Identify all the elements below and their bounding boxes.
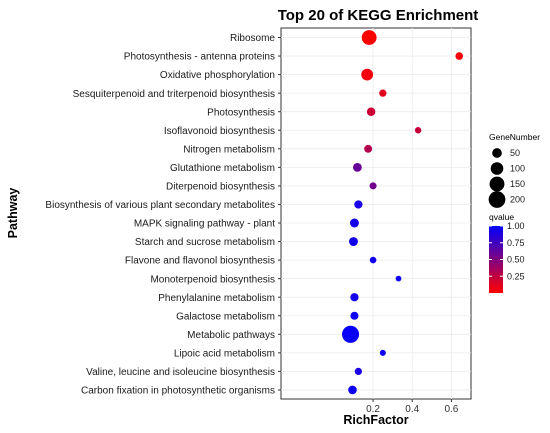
pathway-label: Monoterpenoid biosynthesis — [150, 274, 275, 285]
size-legend-title: GeneNumber — [489, 132, 540, 142]
plot-border — [280, 27, 472, 400]
pathway-label: Glutathione metabolism — [170, 163, 275, 174]
gene-number-legend: GeneNumber 50 100 150 200 — [488, 132, 540, 208]
x-axis-title: RichFactor — [343, 413, 408, 427]
data-point — [354, 367, 363, 376]
pathway-label: Nitrogen metabolism — [183, 144, 275, 155]
data-point — [353, 162, 362, 172]
pathway-label: Ribosome — [230, 33, 275, 44]
pathway-label: Metabolic pathways — [187, 330, 275, 341]
data-point — [395, 275, 402, 282]
pathway-label: Diterpenoid biosynthesis — [166, 182, 275, 193]
size-legend-label: 150 — [510, 179, 525, 189]
x-tick-label: 0.6 — [444, 404, 458, 415]
x-tick-label: 0.2 — [366, 404, 380, 415]
size-legend-dot — [488, 191, 506, 208]
pathway-label: Phenylalanine metabolism — [158, 293, 275, 304]
data-point — [369, 182, 377, 190]
data-point — [369, 256, 377, 264]
qvalue-legend: qvalue 1.00 0.75 0.50 0.25 — [489, 212, 525, 293]
plot-panel — [280, 27, 472, 400]
pathway-label: Isoflavonoid biosynthesis — [164, 126, 275, 137]
pathway-label: Lipoic acid metabolism — [174, 348, 275, 359]
data-point — [379, 349, 386, 356]
size-legend-label: 200 — [510, 195, 525, 205]
data-point — [366, 107, 376, 116]
size-legend-dot — [492, 148, 502, 158]
data-point — [379, 89, 387, 97]
qvalue-colorbar — [489, 226, 503, 293]
pathway-label: Biosynthesis of various plant secondary … — [45, 200, 275, 211]
color-legend-title: qvalue — [489, 212, 514, 222]
data-point — [354, 200, 363, 209]
y-axis-title: Pathway — [6, 188, 20, 239]
pathway-label: Carbon fixation in photosynthetic organi… — [81, 386, 275, 397]
size-legend-label: 100 — [510, 164, 525, 174]
pathway-label: Galactose metabolism — [176, 311, 275, 322]
data-point — [349, 218, 359, 228]
pathway-label: MAPK signaling pathway - plant — [134, 219, 275, 230]
y-axis-labels: Ribosome Photosynthesis - antenna protein… — [45, 33, 281, 397]
size-legend-label: 50 — [510, 148, 520, 158]
chart-title: Top 20 of KEGG Enrichment — [278, 7, 479, 24]
pathway-label: Starch and sucrose metabolism — [135, 237, 275, 248]
data-point — [361, 68, 374, 81]
data-point — [349, 237, 358, 247]
colorbar-label: 0.50 — [507, 255, 525, 265]
x-tick-label: 0.4 — [405, 404, 419, 415]
pathway-label: Oxidative phosphorylation — [160, 70, 275, 81]
data-point — [348, 385, 357, 395]
data-point — [414, 127, 422, 134]
data-point — [341, 325, 360, 343]
data-point — [364, 144, 373, 153]
data-points — [341, 30, 464, 395]
colorbar-label: 0.25 — [507, 271, 525, 281]
data-point — [350, 293, 359, 302]
pathway-label: Sesquiterpenoid and triterpenoid biosynt… — [73, 89, 275, 100]
x-axis-ticks: 0.2 0.4 0.6 — [366, 399, 459, 415]
pathway-label: Flavone and flavonol biosynthesis — [125, 256, 275, 267]
grid-lines — [281, 28, 471, 399]
size-legend-dot — [490, 162, 504, 175]
pathway-label: Photosynthesis — [207, 107, 275, 118]
colorbar-label: 0.75 — [507, 238, 525, 248]
pathway-label: Valine, leucine and isoleucine biosynthe… — [86, 367, 275, 378]
colorbar-label: 1.00 — [507, 221, 525, 231]
data-point — [361, 30, 377, 45]
size-legend-dot — [489, 176, 505, 192]
data-point — [350, 311, 359, 320]
pathway-label: Photosynthesis - antenna proteins — [124, 52, 275, 63]
data-point — [455, 52, 464, 60]
